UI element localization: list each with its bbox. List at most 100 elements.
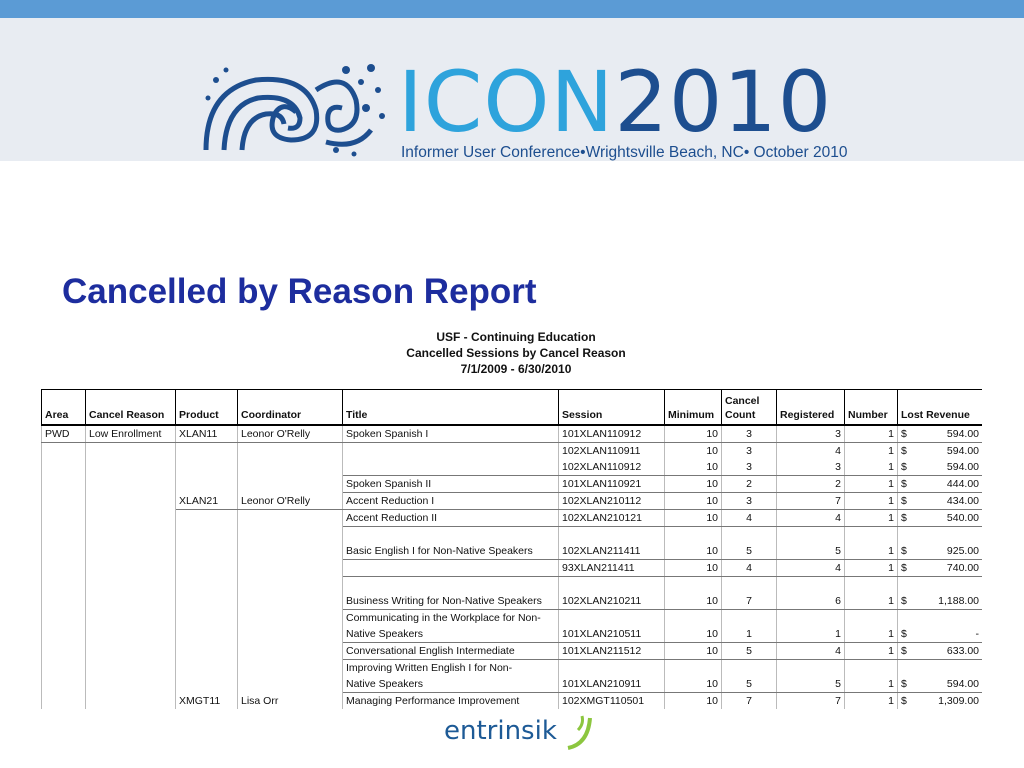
cell-currency: $ [897,475,912,493]
cell-title: Managing Performance Improvement [342,692,559,709]
cell-minimum [664,659,722,676]
table-row: Basic English I for Non-Native Speakers 1… [41,543,982,560]
cell-currency [898,660,912,677]
cell-minimum [664,609,722,626]
cell-area [41,676,86,693]
col-header-coordinator: Coordinator [237,389,343,426]
cell-currency: $ [897,459,912,476]
conference-logo-wordmark: ICON2010 [398,60,832,144]
table-row: PWD Low Enrollment XLAN11 Leonor O'Relly Spo… [41,425,982,443]
cell-lost-revenue [911,526,982,543]
cell-cancel-reason [85,492,176,510]
cell-cancel-count: 3 [721,459,777,476]
col-header-product: Product [175,389,238,426]
cell-registered: 4 [776,559,845,577]
cell-coordinator [237,642,343,660]
cell-title [342,442,559,459]
cell-product [175,526,238,543]
cell-currency: $ [897,692,912,709]
cell-minimum: 10 [664,459,722,476]
cell-title: Spoken Spanish I [342,425,559,443]
cell-lost-revenue [911,576,982,593]
cell-area [41,692,86,709]
cell-cancel-reason [85,459,176,476]
cell-product [175,676,238,693]
cell-currency: $ [897,425,912,443]
cell-coordinator [237,475,343,493]
cell-minimum: 10 [664,626,722,643]
report-org: USF - Continuing Education [436,330,596,344]
cell-coordinator: Leonor O'Relly [237,425,343,443]
cell-lost-revenue: 1,188.00 [911,593,982,610]
cell-coordinator [237,609,343,626]
cell-registered: 2 [776,475,845,493]
cell-product [175,609,238,626]
cell-product: XMGT11 [175,692,238,709]
col-header-number: Number [844,389,898,426]
cell-lost-revenue: 594.00 [911,442,982,459]
cell-cancel-count [721,576,777,593]
cell-area [41,459,86,476]
cell-cancel-reason [85,509,176,527]
report-heading: USF - Continuing Education Cancelled Ses… [300,329,732,377]
report-date-range: 7/1/2009 - 6/30/2010 [460,362,572,376]
table-row: Business Writing for Non-Native Speakers… [41,593,982,610]
entrinsik-logo: entrinsik [444,716,557,746]
logo-word-year: 2010 [614,53,833,151]
cell-lost-revenue: 740.00 [911,559,982,577]
col-header-area: Area [41,389,86,426]
cell-product: XLAN21 [175,492,238,510]
cell-registered [776,576,845,593]
cell-number: 1 [844,593,898,610]
cell-product [175,642,238,660]
cell-currency [898,577,912,594]
cell-product [175,543,238,560]
cell-title: Communicating in the Workplace for Non- [342,609,559,626]
table-row: Improving Written English I for Non- [41,659,982,677]
cell-minimum [664,576,722,593]
cell-lost-revenue: 925.00 [911,543,982,560]
cell-minimum: 10 [664,543,722,560]
cell-minimum: 10 [664,425,722,443]
report-subtitle: Cancelled Sessions by Cancel Reason [406,346,626,360]
cell-cancel-reason [85,609,176,626]
cell-product [175,442,238,459]
cell-coordinator [237,576,343,593]
cell-cancel-count: 1 [721,626,777,643]
cell-area [41,559,86,577]
cell-registered: 5 [776,543,845,560]
cell-coordinator [237,559,343,577]
cell-lost-revenue: 594.00 [911,459,982,476]
cell-lost-revenue [911,659,982,676]
wave-logo-icon [203,64,385,157]
cell-product [175,559,238,577]
cell-cancel-count: 7 [721,692,777,709]
cell-registered [776,609,845,626]
cell-cancel-count: 4 [721,509,777,527]
cell-number: 1 [844,492,898,510]
cell-cancel-reason [85,526,176,543]
cell-lost-revenue: - [911,626,982,643]
cell-number [844,576,898,593]
cell-area [41,626,86,643]
cell-session: 101XLAN110912 [558,425,665,443]
leaf-logo-icon [567,715,592,750]
cell-title [342,459,559,476]
cell-lost-revenue: 444.00 [911,475,982,493]
cell-registered: 4 [776,509,845,527]
cell-lost-revenue [911,609,982,626]
cell-cancel-count: 5 [721,676,777,693]
cell-registered: 4 [776,642,845,660]
cell-session [558,659,665,676]
cell-cancel-reason [85,442,176,459]
conference-tagline: Informer User Conference•Wrightsville Be… [401,144,848,161]
cell-session [558,609,665,626]
cell-cancel-count [721,609,777,626]
table-row [41,576,982,594]
cell-cancel-count [721,659,777,676]
cell-currency: $ [897,676,912,693]
cell-minimum: 10 [664,593,722,610]
cell-currency: $ [897,626,912,643]
cell-session [558,526,665,543]
table-row: Accent Reduction II 102XLAN210121 10 4 4 1 $54… [41,509,982,527]
